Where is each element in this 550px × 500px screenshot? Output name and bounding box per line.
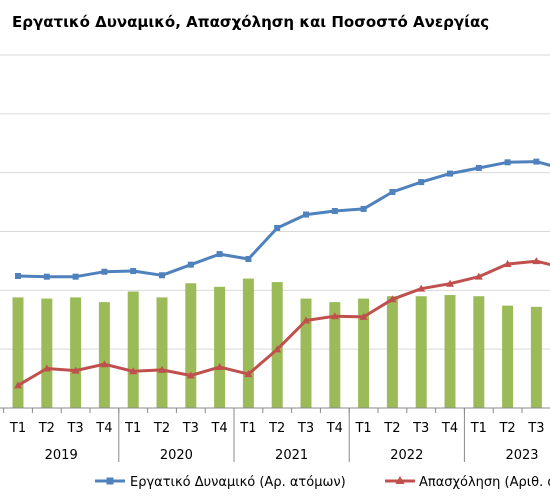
bar-unemployment xyxy=(70,297,82,408)
series-line xyxy=(17,160,550,279)
x-tick-label: T3 xyxy=(182,421,199,436)
x-tick-label: T2 xyxy=(153,421,170,436)
point-triangle xyxy=(474,272,483,280)
x-tick-label: T1 xyxy=(470,421,487,436)
legend-label: Απασχόληση (Αριθ. ατόμων) xyxy=(419,475,550,490)
point-square xyxy=(43,273,50,280)
point-square xyxy=(187,261,194,268)
line-series xyxy=(14,158,550,389)
point-square xyxy=(331,208,338,215)
x-tick-label: T2 xyxy=(498,421,515,436)
point-square xyxy=(447,170,453,177)
point-triangle xyxy=(100,360,109,368)
point-square xyxy=(15,272,21,279)
point-square xyxy=(303,211,309,218)
x-tick-label: T1 xyxy=(124,421,141,436)
point-square xyxy=(475,164,482,171)
point-square xyxy=(101,268,108,275)
year-label: 2019 xyxy=(45,448,78,463)
bar-unemployment xyxy=(41,298,53,408)
x-tick-label: T1 xyxy=(239,421,256,436)
x-tick-label: T1 xyxy=(9,421,26,436)
point-triangle xyxy=(359,312,368,320)
point-triangle xyxy=(446,279,454,287)
point-square xyxy=(216,251,223,258)
bar-unemployment xyxy=(12,297,24,408)
point-triangle xyxy=(71,366,80,374)
bar-unemployment xyxy=(444,295,456,408)
bar-unemployment xyxy=(530,306,542,408)
legend-label: Εργατικό Δυναμικό (Αρ. ατόμων) xyxy=(130,475,346,490)
x-tick-label: T3 xyxy=(412,421,429,436)
year-label: 2023 xyxy=(505,448,538,463)
bar-unemployment xyxy=(329,302,341,408)
legend: Ανεργία (%)Εργατικό Δυναμικό (Αρ. ατόμων… xyxy=(95,475,550,490)
point-square xyxy=(72,273,79,280)
x-tick-label: T2 xyxy=(38,421,55,436)
x-tick-label: T2 xyxy=(383,421,400,436)
chart-title: Εργατικό Δυναμικό, Απασχόληση και Ποσοστ… xyxy=(12,13,489,31)
point-triangle xyxy=(42,364,51,372)
point-square xyxy=(504,159,511,166)
point-triangle xyxy=(186,371,195,379)
bar-unemployment xyxy=(156,297,168,408)
bar-unemployment xyxy=(98,302,110,408)
x-tick-label: T3 xyxy=(527,421,544,436)
bar-unemployment xyxy=(473,296,485,408)
x-tick-label: T4 xyxy=(210,421,227,436)
bar-unemployment xyxy=(358,298,370,408)
point-square xyxy=(360,205,367,212)
point-triangle xyxy=(532,257,541,265)
bar-unemployment xyxy=(300,298,312,408)
year-label: 2022 xyxy=(390,448,423,463)
bar-unemployment xyxy=(127,291,139,408)
bar-unemployment xyxy=(271,282,283,408)
year-label: 2021 xyxy=(275,448,308,463)
point-triangle xyxy=(273,345,282,353)
x-tick-label: T3 xyxy=(66,421,83,436)
point-triangle xyxy=(158,365,166,373)
point-square xyxy=(389,188,396,195)
bar-unemployment xyxy=(185,283,197,408)
point-square xyxy=(159,272,165,279)
point-triangle xyxy=(417,284,426,292)
point-triangle xyxy=(215,363,224,371)
x-tick-label: T3 xyxy=(297,421,314,436)
x-axis-ticks: T1T2T3T4T1T2T3T4T1T2T3T4T1T2T3T4T1T2T3T4… xyxy=(3,408,545,463)
point-triangle xyxy=(302,316,310,324)
bar-unemployment xyxy=(502,305,514,408)
series-line xyxy=(17,259,550,387)
point-square xyxy=(274,224,281,231)
x-tick-label: T4 xyxy=(95,421,112,436)
point-triangle xyxy=(503,259,512,267)
x-tick-label: T1 xyxy=(354,421,371,436)
series-labour-force xyxy=(15,158,550,280)
point-triangle xyxy=(129,367,138,375)
legend-marker-labour-force xyxy=(106,477,114,485)
bar-unemployment xyxy=(242,278,254,408)
point-triangle xyxy=(388,295,397,303)
point-triangle xyxy=(330,312,339,320)
point-square xyxy=(130,268,137,275)
legend-marker-employment xyxy=(395,476,405,484)
point-triangle xyxy=(14,381,22,389)
bar-series-unemployment xyxy=(12,278,542,408)
x-tick-label: T4 xyxy=(326,421,343,436)
point-triangle xyxy=(244,370,253,378)
series-employment xyxy=(14,257,550,389)
x-tick-label: T4 xyxy=(441,421,458,436)
year-label: 2020 xyxy=(160,448,193,463)
point-square xyxy=(418,179,425,186)
point-square xyxy=(245,256,252,263)
x-tick-label: T2 xyxy=(268,421,285,436)
bar-unemployment xyxy=(214,286,226,408)
bar-unemployment xyxy=(386,296,398,408)
point-square xyxy=(533,158,540,165)
bar-unemployment xyxy=(415,296,427,408)
